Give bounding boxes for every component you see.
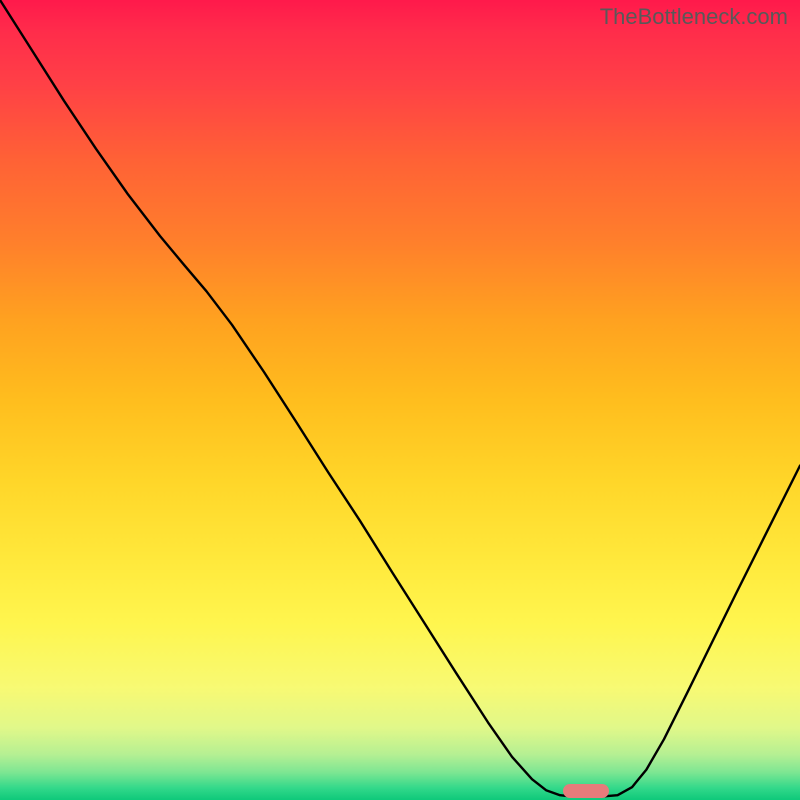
bottleneck-chart: TheBottleneck.com xyxy=(0,0,800,800)
heatmap-background xyxy=(0,0,800,800)
optimal-marker xyxy=(563,784,609,798)
watermark-text: TheBottleneck.com xyxy=(600,4,788,30)
